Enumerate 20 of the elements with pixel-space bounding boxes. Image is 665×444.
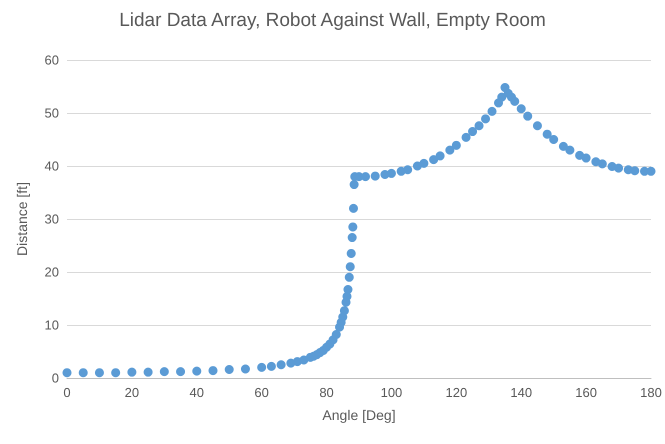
x-tick-label: 120 (445, 385, 468, 400)
y-tick-label: 60 (44, 52, 59, 68)
y-tick-label: 20 (44, 264, 59, 280)
x-tick-label: 60 (254, 385, 269, 400)
x-tick-label: 20 (124, 385, 140, 400)
y-tick-label: 40 (44, 158, 59, 174)
x-tick-label: 160 (575, 385, 597, 400)
x-tick-label: 140 (510, 385, 532, 400)
y-tick-label: 30 (44, 212, 59, 226)
y-tick-label: 0 (52, 370, 59, 386)
x-tick-label: 180 (640, 385, 662, 400)
y-axis-title: Distance [ft] (14, 182, 30, 256)
y-tick-label: 50 (44, 106, 59, 120)
x-tick-label: 100 (380, 385, 402, 400)
chart-title: Lidar Data Array, Robot Against Wall, Empty Room (119, 10, 546, 31)
x-tick-label: 80 (319, 385, 334, 400)
y-tick-label: 10 (44, 318, 59, 332)
x-tick-label: 40 (190, 385, 204, 400)
x-axis-title: Angle [Deg] (322, 407, 396, 423)
x-tick-label: 0 (63, 385, 71, 400)
